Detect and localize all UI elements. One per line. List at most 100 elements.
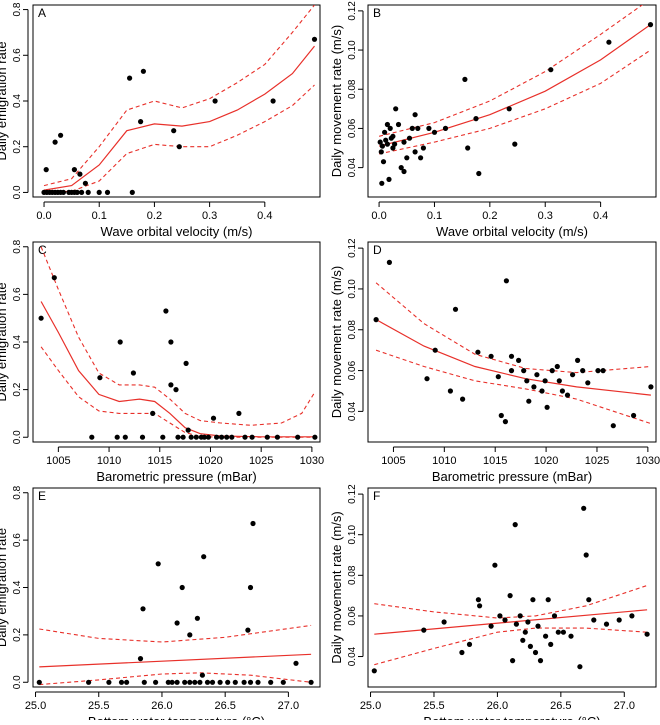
x-axis-title: Bottom water temperature (°C): [88, 714, 265, 720]
x-tick-label: 25.0: [360, 700, 381, 712]
y-tick-label: 0.8: [12, 239, 23, 253]
data-point: [421, 627, 427, 633]
data-point: [575, 357, 581, 363]
plot-frame: [32, 241, 321, 443]
ci-upper-line: [375, 282, 651, 374]
x-tick-label: 0.2: [482, 210, 497, 222]
data-point: [398, 165, 404, 171]
panel-letter: D: [373, 243, 382, 257]
data-point: [522, 629, 528, 635]
x-axis-title: Wave orbital velocity (m/s): [101, 224, 253, 239]
data-point: [527, 643, 534, 650]
data-point: [97, 375, 103, 381]
ci-upper-line: [43, 5, 315, 187]
data-point: [554, 363, 560, 370]
y-tick-label: 0.04: [347, 157, 358, 177]
data-point: [404, 155, 410, 161]
data-point: [86, 679, 92, 685]
y-tick-label: 0.0: [12, 430, 23, 444]
x-tick-label: 1010: [432, 455, 456, 467]
data-point: [465, 145, 471, 151]
x-tick-label: 27.0: [614, 700, 635, 712]
data-point: [175, 434, 181, 440]
data-point: [379, 180, 385, 186]
data-point: [82, 180, 88, 186]
data-point: [460, 396, 466, 402]
data-point: [373, 317, 379, 323]
data-point: [442, 125, 449, 131]
data-point: [610, 423, 616, 429]
data-point: [473, 116, 479, 122]
data-point: [432, 347, 438, 353]
data-point: [129, 189, 135, 195]
data-point: [556, 378, 562, 384]
data-point: [412, 112, 418, 118]
fit-line: [374, 609, 648, 635]
x-tick-label: 25.0: [25, 700, 46, 712]
y-tick-label: 0.6: [12, 48, 23, 62]
data-point: [534, 372, 540, 378]
data-point: [140, 68, 146, 74]
x-tick-label: 0.3: [538, 210, 553, 222]
data-point: [205, 434, 211, 440]
data-point: [77, 171, 83, 177]
y-tick-label: 0.8: [12, 2, 23, 16]
data-point: [245, 627, 251, 633]
data-point: [176, 144, 182, 150]
y-tick-label: 0.06: [347, 360, 358, 380]
data-point: [247, 584, 254, 591]
data-point: [520, 637, 526, 643]
data-point: [631, 412, 637, 419]
x-tick-label: 27.0: [278, 700, 299, 712]
y-tick-label: 0.10: [347, 279, 358, 299]
data-point: [174, 620, 180, 626]
x-tick-label: 26.5: [214, 700, 235, 712]
data-point: [214, 434, 220, 440]
data-point: [591, 617, 597, 623]
data-point: [420, 145, 426, 151]
data-point: [531, 384, 537, 390]
data-point: [495, 374, 501, 380]
data-point: [268, 679, 274, 685]
data-point: [517, 613, 523, 619]
panel-b: B 0.0 0.1 0.2 0.3 0.4 0.04 0.06 0.08 0.10 0.12 Wave…: [329, 1, 657, 239]
data-point: [476, 170, 482, 177]
data-point: [79, 189, 85, 195]
data-point: [498, 412, 504, 419]
data-point: [242, 434, 248, 440]
data-point: [548, 67, 554, 73]
plot-frame: [32, 4, 321, 198]
data-point: [201, 434, 207, 440]
x-tick-label: 1025: [585, 455, 609, 467]
y-tick-label: 0.6: [12, 287, 23, 301]
y-tick-label: 0.4: [12, 580, 23, 594]
y-tick-label: 0.08: [347, 565, 358, 585]
y-tick-label: 0.08: [347, 320, 358, 340]
data-point: [551, 613, 558, 619]
data-point: [384, 141, 390, 147]
data-point: [492, 562, 498, 568]
y-tick-label: 0.4: [12, 335, 23, 349]
data-point: [165, 679, 171, 685]
y-tick-label: 0.12: [347, 238, 358, 258]
data-point: [390, 133, 396, 139]
data-point: [600, 368, 606, 374]
data-point: [51, 275, 57, 281]
data-point: [74, 189, 80, 195]
data-point: [204, 679, 211, 685]
panel-letter: E: [38, 489, 46, 503]
data-point: [401, 139, 407, 145]
data-point: [577, 664, 583, 670]
data-point: [308, 679, 314, 685]
data-point: [516, 357, 522, 363]
data-point: [85, 189, 91, 195]
data-point: [241, 679, 247, 685]
data-point: [117, 339, 123, 345]
fit-line: [43, 45, 315, 191]
plot-frame: [32, 487, 321, 688]
data-point: [488, 623, 494, 629]
data-point: [549, 368, 555, 374]
data-point: [187, 632, 193, 638]
data-point: [580, 368, 586, 374]
data-point: [535, 623, 541, 629]
